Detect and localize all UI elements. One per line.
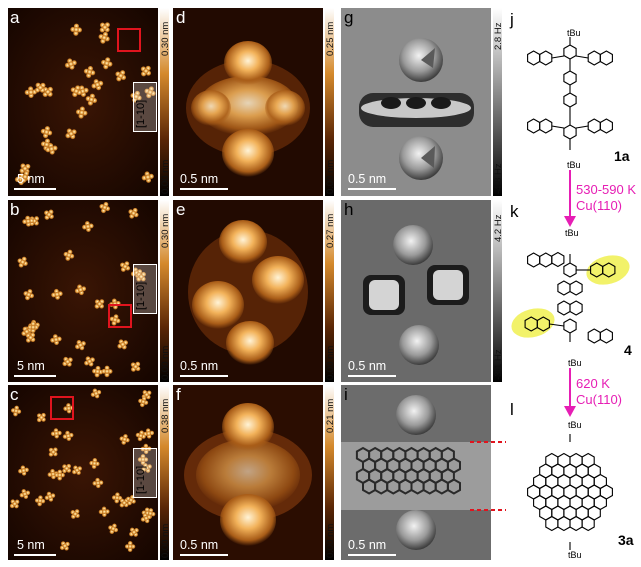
scale-label: 0.5 nm (180, 538, 218, 552)
red-dashed-markers (470, 436, 506, 516)
scale-bar (180, 375, 228, 377)
structure-1a (505, 28, 635, 168)
colorbar-bottom-label: 0.00 nm (160, 346, 171, 380)
panel-f-stm-zoom (173, 385, 323, 560)
scale-bar (180, 554, 228, 556)
colorbar-top-label: 0.21 nm (325, 399, 336, 433)
colorbar-bottom-label: 0.00 nm (160, 160, 171, 194)
colorbar-top-label: 4.2 Hz (493, 215, 504, 242)
colorbar-bottom-label: 0.00 nm (325, 524, 336, 558)
colorbar-top-label: 2.8 Hz (493, 23, 504, 50)
tbu-label: tBu (565, 228, 579, 238)
direction-label: [1-10] (135, 466, 147, 494)
afm-frequency-shift-image (341, 200, 491, 382)
direction-label: [1-10] (135, 282, 147, 310)
colorbar-bottom-label: 0.00 nm (160, 524, 171, 558)
panel-e-stm-zoom (173, 200, 323, 382)
substrate: Cu(110) (576, 198, 636, 214)
stm-zoom-image (173, 8, 323, 196)
colorbar-bottom-label: -3.1 Hz (493, 349, 504, 380)
afm-frequency-shift-image (341, 385, 491, 560)
scale-label: 0.5 nm (180, 359, 218, 373)
temperature: 620 K (576, 376, 622, 392)
scale-label: 0.5 nm (348, 359, 386, 373)
scale-bar (348, 554, 396, 556)
direction-label: [1-10] (135, 100, 147, 128)
panel-label-c: c (10, 385, 19, 405)
panel-label-d: d (176, 8, 185, 28)
colorbar-top-label: 0.27 nm (325, 214, 336, 248)
panel-label-h: h (344, 200, 353, 220)
panel-label-f: f (176, 385, 181, 405)
tbu-label: tBu (567, 160, 581, 170)
panel-label-g: g (344, 8, 353, 28)
scale-label: 0.5 nm (180, 172, 218, 186)
compound-label-3a: 3a (618, 532, 634, 548)
stm-zoom-image (173, 385, 323, 560)
compound-label-1a: 1a (614, 148, 630, 164)
panel-label-b: b (10, 200, 19, 220)
panel-label-i: i (344, 385, 348, 405)
panel-i-afm (341, 385, 491, 560)
substrate: Cu(110) (576, 392, 622, 408)
colorbar-top-label: 0.38 nm (160, 399, 171, 433)
panel-d-stm-zoom (173, 8, 323, 196)
tbu-label: tBu (567, 28, 581, 38)
scale-bar (180, 188, 228, 190)
colorbar-top-label: 0.30 nm (160, 22, 171, 56)
scale-bar (14, 375, 56, 377)
scale-label: 0.5 nm (348, 538, 386, 552)
compound-label-4: 4 (624, 342, 632, 358)
tbu-label: tBu (568, 358, 582, 368)
scale-bar (14, 188, 56, 190)
colorbar-bottom-label: 0.00 nm (325, 346, 336, 380)
temperature: 530-590 K (576, 182, 636, 198)
colorbar-bottom-label: -4.8 Hz (493, 163, 504, 194)
tbu-label: tBu (568, 550, 582, 560)
red-highlight-box (108, 304, 132, 328)
colorbar-top-label: 0.30 nm (160, 214, 171, 248)
panel-label-a: a (10, 8, 19, 28)
scale-bar (348, 375, 396, 377)
panel-label-k: k (510, 202, 519, 222)
scale-bar (348, 188, 396, 190)
colorbar-top-label: 0.25 nm (325, 22, 336, 56)
reaction-conditions-2: 620 K Cu(110) (576, 376, 622, 408)
reaction-conditions-1: 530-590 K Cu(110) (576, 182, 636, 214)
scale-label: 5 nm (17, 172, 45, 186)
panel-label-l: l (510, 400, 514, 420)
panel-label-j: j (510, 10, 514, 30)
scale-bar (14, 554, 56, 556)
panel-label-e: e (176, 200, 185, 220)
red-highlight-box (117, 28, 141, 52)
red-highlight-box (50, 396, 74, 420)
colorbar-bottom-label: 0.00 nm (325, 160, 336, 194)
scale-label: 5 nm (17, 359, 45, 373)
afm-frequency-shift-image (341, 8, 491, 196)
scale-label: 5 nm (17, 538, 45, 552)
panel-g-afm (341, 8, 491, 196)
stm-zoom-image (173, 200, 323, 382)
tbu-label: tBu (568, 420, 582, 430)
panel-h-afm (341, 200, 491, 382)
structure-4 (508, 228, 638, 368)
scale-label: 0.5 nm (348, 172, 386, 186)
